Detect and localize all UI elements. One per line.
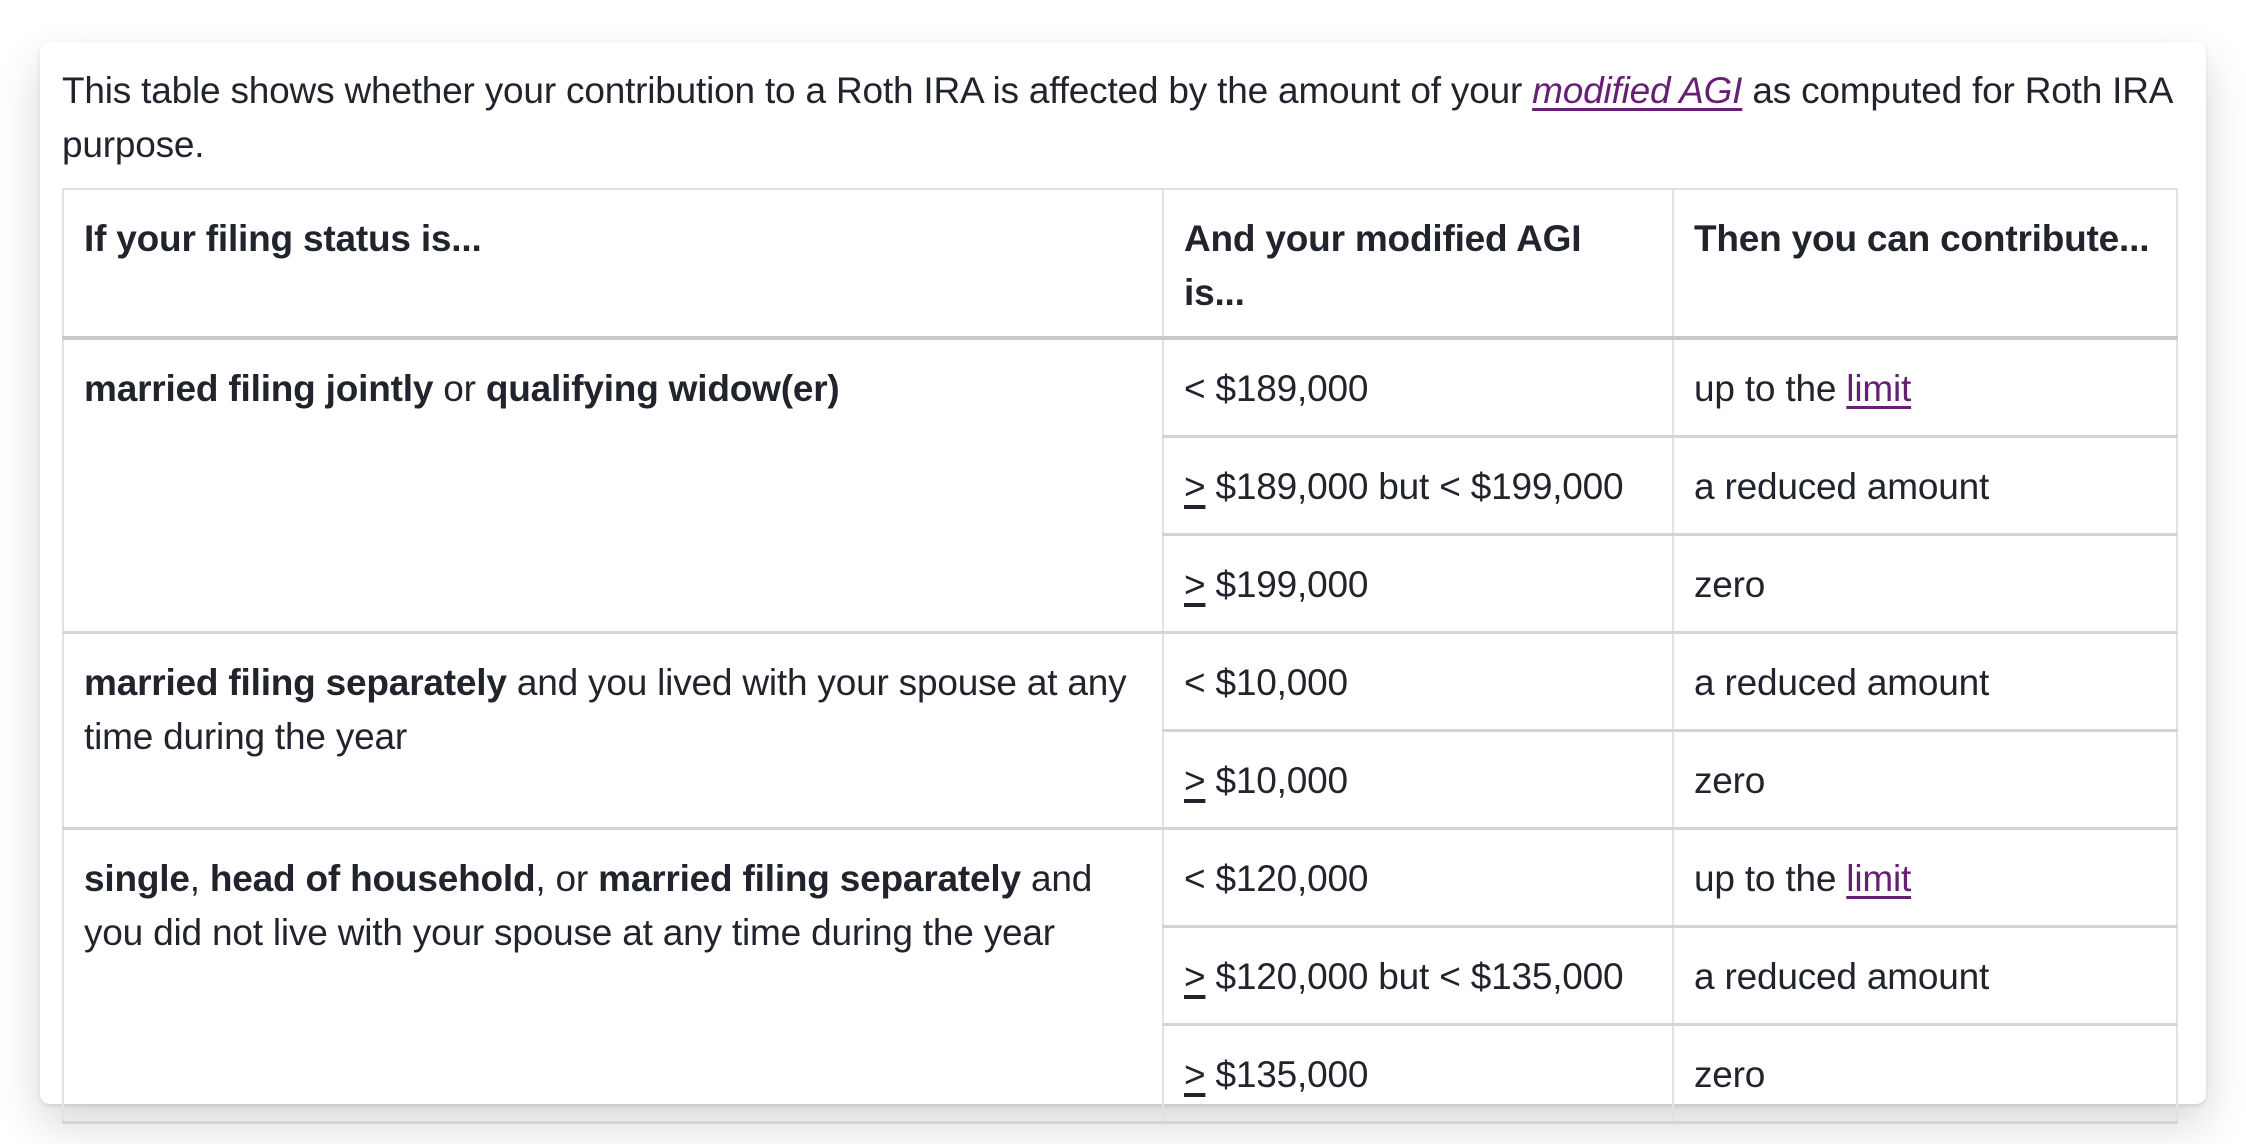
agi-range-cell: < $189,000 [1162,336,1674,436]
table-row: > $135,000 zero [63,1022,2178,1122]
intro-text-after: as computed for Roth IRA purpose. [62,70,2172,165]
less-than-operator: < [1184,368,1206,409]
filing-status-cell: married filing separately and you lived … [62,630,1164,828]
intro-text: This table shows whether your contributi… [62,64,2176,172]
contribution-cell: a reduced amount [1672,630,2178,730]
contribution-cell: up to the limit [1672,336,2178,436]
table-header-row: If your filing status is... And your mod… [62,189,2178,340]
contribution-cell: zero [1672,532,2178,632]
filing-status-term: qualifying widow(er) [485,368,840,409]
agi-range-cell: > $199,000 [1162,532,1674,632]
filing-status-cell: married filing jointly or qualifying wid… [62,336,1164,632]
table-row: > $189,000 but < $199,000 a reduced amoun… [63,434,2178,534]
contribution-cell: zero [1672,728,2178,828]
limit-link[interactable]: limit [1846,368,1912,409]
greater-or-equal-operator: > [1184,1053,1206,1095]
roth-ira-contribution-table: If your filing status is... And your mod… [62,188,2178,1124]
agi-range-cell: > $10,000 [1162,728,1674,828]
filing-status-text: , [189,857,210,899]
greater-or-equal-operator: > [1184,465,1206,507]
table-body: married filing jointly or qualifying wid… [62,336,2178,1122]
limit-link[interactable]: limit [1846,857,1912,899]
intro-text-before: This table shows whether your contributi… [62,70,1533,111]
filing-status-text: and you lived with your spouse at any ti… [84,661,1127,757]
less-than-operator: < [1184,857,1206,899]
agi-range-cell: < $120,000 [1162,826,1674,926]
filing-status-text: or [433,368,486,409]
column-header-filing-status: If your filing status is... [62,189,1164,340]
table-row: married filing separately and you lived … [62,630,2178,828]
contribution-cell: a reduced amount [1672,924,2178,1024]
filing-status-text: , or [535,857,599,899]
contribution-cell: zero [1672,1022,2178,1122]
agi-range-cell: > $189,000 but < $199,000 [1162,434,1674,534]
table-row: single, head of household, or married fi… [62,826,2178,1122]
table-row: > $10,000 zero [63,728,2178,828]
modified-agi-link[interactable]: modified AGI [1532,70,1743,111]
agi-range-cell: > $135,000 [1162,1022,1674,1122]
table-row: > $120,000 but < $135,000 a reduced amoun… [63,924,2178,1024]
less-than-operator: < [1184,661,1206,703]
contribution-cell: a reduced amount [1672,434,2178,534]
filing-status-cell: single, head of household, or married fi… [62,826,1164,1122]
filing-status-text: and you did not live with your spouse at… [84,857,1093,953]
filing-status-term: married filing separately [598,857,1021,899]
greater-or-equal-operator: > [1184,563,1206,605]
greater-or-equal-operator: > [1184,759,1206,801]
column-header-contribute: Then you can contribute... [1672,189,2178,340]
agi-range-cell: < $10,000 [1162,630,1674,730]
filing-status-term: single [84,857,190,899]
column-header-modified-agi: And your modified AGI is... [1162,189,1674,340]
content-card: This table shows whether your contributi… [40,42,2206,1124]
agi-range-cell: > $120,000 but < $135,000 [1162,924,1674,1024]
filing-status-term: head of household [209,857,536,899]
filing-status-term: married filing separately [84,661,507,703]
filing-status-term: married filing jointly [84,368,434,409]
greater-or-equal-operator: > [1184,955,1206,997]
table-row: > $199,000 zero [63,532,2178,632]
table-row: married filing jointly or qualifying wid… [62,336,2178,632]
contribution-cell: up to the limit [1672,826,2178,926]
